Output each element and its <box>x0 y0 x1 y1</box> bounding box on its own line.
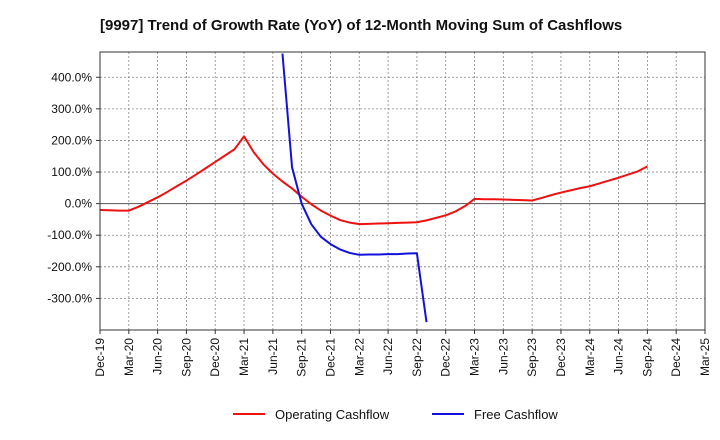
y-axis-ticks: 400.0% 300.0% 200.0% 100.0% 0.0% -100.0% -200.… <box>47 70 100 305</box>
x-tick-label: Sep-20 <box>179 338 193 377</box>
y-tick-label: -100.0% <box>47 228 92 242</box>
x-tick-label: Mar-25 <box>698 338 712 376</box>
y-tick-label: 400.0% <box>51 70 92 84</box>
x-tick-label: Mar-24 <box>583 338 597 376</box>
y-tick-label: -300.0% <box>47 291 92 305</box>
plot-frame <box>99 51 706 331</box>
x-tick-label: Dec-21 <box>323 338 337 377</box>
x-tick-label: Dec-23 <box>554 338 568 377</box>
x-tick-label: Dec-20 <box>208 338 222 377</box>
chart-title: [9997] Trend of Growth Rate (YoY) of 12-… <box>100 17 622 34</box>
x-tick-label: Dec-22 <box>439 338 453 377</box>
x-tick-label: Sep-22 <box>410 338 424 377</box>
legend: Operating Cashflow Free Cashflow <box>233 407 558 422</box>
x-tick-label: Jun-20 <box>151 338 165 375</box>
x-tick-label: Mar-23 <box>468 338 482 376</box>
x-tick-label: Sep-21 <box>295 338 309 377</box>
legend-label-operating-cashflow: Operating Cashflow <box>275 407 390 422</box>
x-tick-label: Jun-22 <box>381 338 395 375</box>
series-line-free-cashflow <box>281 53 428 323</box>
x-tick-label: Sep-24 <box>640 338 654 377</box>
y-tick-label: 100.0% <box>51 165 92 179</box>
x-tick-label: Mar-20 <box>122 338 136 376</box>
y-tick-label: 0.0% <box>65 197 93 211</box>
x-tick-label: Jun-23 <box>496 338 510 375</box>
x-tick-label: Mar-22 <box>352 338 366 376</box>
y-tick-label: -200.0% <box>47 260 92 274</box>
legend-label-free-cashflow: Free Cashflow <box>474 407 558 422</box>
x-axis-ticks: Dec-19 Mar-20 Jun-20 Sep-20 Dec-20 Mar-21 Jun-… <box>93 330 712 377</box>
x-tick-label: Dec-19 <box>93 338 107 377</box>
series-line-operating-cashflow <box>99 135 648 226</box>
x-tick-label: Dec-24 <box>669 338 683 377</box>
y-tick-label: 300.0% <box>51 102 92 116</box>
series-layer <box>99 53 648 323</box>
y-tick-label: 200.0% <box>51 133 92 147</box>
x-tick-label: Sep-23 <box>525 338 539 377</box>
x-tick-label: Jun-21 <box>266 338 280 375</box>
x-tick-label: Jun-24 <box>612 338 626 375</box>
x-tick-label: Mar-21 <box>237 338 251 376</box>
